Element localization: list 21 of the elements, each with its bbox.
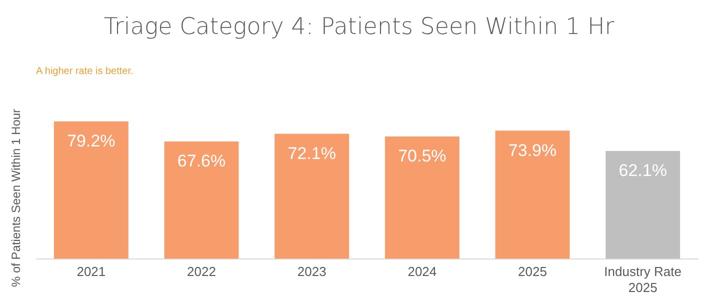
y-axis-title: % of Patients Seen Within 1 Hour (9, 108, 23, 288)
bar (495, 130, 570, 259)
chart-title: Triage Category 4: Patients Seen Within 1 Hr (102, 14, 616, 40)
data-label: 79.2% (67, 132, 116, 151)
bar (274, 134, 350, 259)
x-tick-label: 2023 (297, 264, 326, 280)
data-label: 67.6% (177, 152, 226, 171)
data-label: 70.5% (398, 146, 446, 166)
bar (606, 151, 680, 259)
bar (164, 142, 239, 259)
x-tick-label: 2021 (76, 264, 106, 280)
x-tick-label: Industry Rate 2025 (604, 264, 682, 295)
data-label: 73.9% (508, 140, 557, 160)
bar (384, 136, 460, 259)
x-tick-label: 2025 (518, 264, 547, 280)
x-tick-label: 2024 (408, 264, 437, 280)
x-tick-label: 2022 (187, 264, 216, 280)
data-label: 62.1% (618, 161, 667, 180)
text: A higher rate is better. (36, 66, 134, 77)
bar (54, 121, 128, 259)
data-label: 72.1% (288, 144, 336, 163)
